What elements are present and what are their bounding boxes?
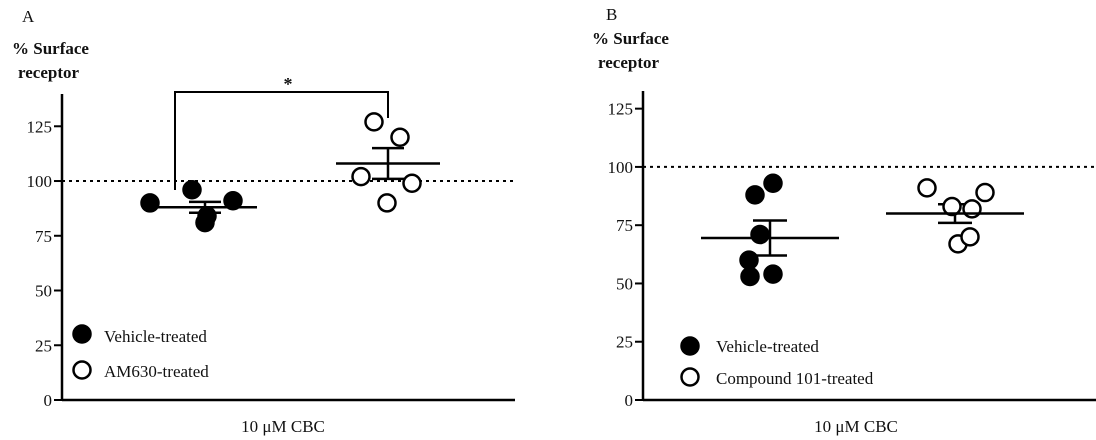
panel-b-ylabel-line2: receptor	[598, 53, 659, 72]
panel-b-ylabel-line1: % Surface	[592, 29, 669, 48]
panel-a-legend-marker-0	[72, 324, 92, 344]
panel-a-y-tick-label: 100	[27, 172, 53, 191]
panel-a-legend-label-1: AM630-treated	[104, 362, 209, 381]
panel-a-ylabel-line2: receptor	[18, 63, 79, 82]
panel-b-group-1-point	[962, 199, 982, 219]
panel-b-y-tick-label: 75	[616, 216, 633, 235]
panel-a-ylabel-line1: % Surface	[12, 39, 89, 58]
panel-a-y-tick-label: 125	[27, 117, 53, 136]
panel-b-y-tick-label: 125	[608, 100, 634, 119]
panel-b-legend-marker-0	[680, 336, 700, 356]
panel-b-y-tick-label: 50	[616, 274, 633, 293]
panel-b-group-0-point	[739, 250, 759, 270]
panel-a-y-tick-label: 25	[35, 336, 52, 355]
panel-b-group-0-point	[763, 173, 783, 193]
panel-b-group-0-point	[740, 266, 760, 287]
panel-b-legend-label-0: Vehicle-treated	[716, 337, 819, 356]
panel-b-legend-marker-1	[680, 367, 700, 387]
panel-b-group-0-point	[763, 264, 783, 284]
panel-a-y-tick-label: 75	[35, 227, 52, 246]
panel-b-group-1-point	[917, 178, 937, 198]
panel-b-group-0-point	[745, 185, 765, 205]
panel-a-group-0-point	[182, 180, 202, 200]
panel-b-group-0-point	[750, 224, 770, 245]
panel-a-group-0-point	[140, 193, 160, 213]
panel-a-significance-bracket	[174, 91, 389, 190]
panel-b-group-1-point	[975, 182, 995, 203]
panel-b-y-tick-label: 100	[608, 158, 634, 177]
panel-a-group-0-point	[223, 190, 243, 211]
panel-a-group-1-point	[364, 112, 384, 132]
panel-a-legend-marker-1	[72, 360, 92, 380]
panel-a-letter: A	[22, 7, 35, 26]
panel-a-group-1-point	[351, 166, 371, 187]
panel-b-letter: B	[606, 5, 617, 24]
panel-b-group-1-point	[960, 227, 980, 247]
panel-a-legend-label-0: Vehicle-treated	[104, 327, 207, 346]
panel-a-y-tick-label: 50	[35, 282, 52, 301]
panel-a-y-tick-label: 0	[44, 391, 53, 410]
panel-a-xlabel: 10 μM CBC	[241, 417, 325, 436]
panel-b-xlabel: 10 μM CBC	[814, 417, 898, 436]
panel-a-group-1-point	[390, 127, 410, 147]
panel-a-group-0-point	[197, 206, 217, 226]
panel-a-group-1-point	[402, 173, 422, 193]
panel-b-y-tick-label: 0	[625, 391, 634, 410]
panel-a-group-1-point	[377, 193, 397, 213]
panel-a-significance-label: *	[284, 74, 293, 94]
panel-b-group-1-point	[942, 196, 962, 217]
panel-b-y-tick-label: 25	[616, 333, 633, 352]
panel-b-legend-label-1: Compound 101-treated	[716, 369, 874, 388]
